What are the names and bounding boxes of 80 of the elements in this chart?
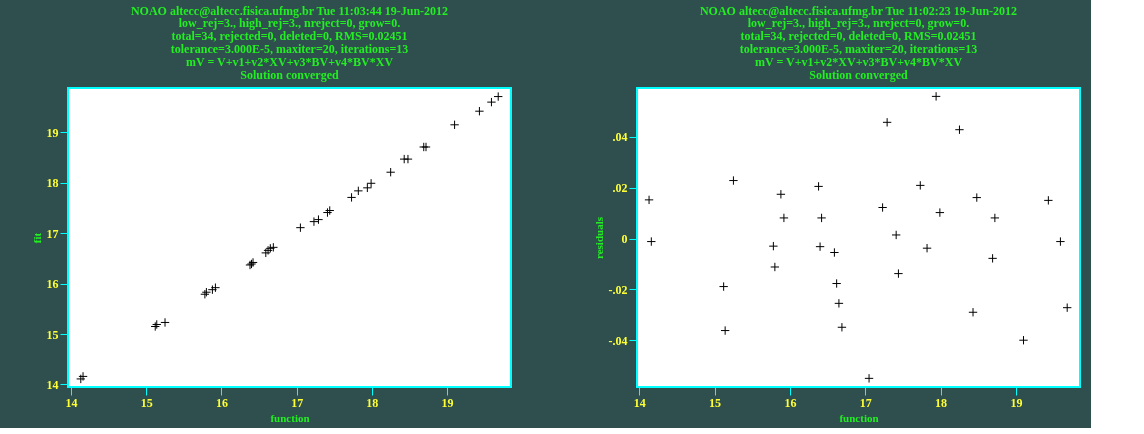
point xyxy=(816,213,827,223)
chart-title: NOAO altecc@altecc.fisica.ufmg.br Tue 11:03:44 19-Jun-2012 xyxy=(130,4,449,18)
point xyxy=(449,120,460,130)
x-tick-label: 18 xyxy=(935,395,948,410)
point xyxy=(768,241,779,251)
point xyxy=(728,175,739,186)
point xyxy=(954,125,965,135)
point xyxy=(366,178,376,188)
point xyxy=(990,213,1000,223)
point xyxy=(295,222,306,233)
point xyxy=(268,242,279,253)
point xyxy=(987,253,998,264)
point xyxy=(646,236,656,247)
y-tick-label: .04 xyxy=(612,130,628,145)
point xyxy=(403,154,413,164)
y-axis-title: fit xyxy=(30,232,43,244)
x-axis-title: function xyxy=(839,411,879,424)
point xyxy=(831,278,842,289)
y-tick-label: .02 xyxy=(612,181,628,196)
y-tick-label: 14 xyxy=(46,377,59,392)
point xyxy=(1062,302,1072,313)
point xyxy=(922,243,932,253)
point xyxy=(891,230,901,240)
y-tick-label: 19 xyxy=(46,125,59,140)
point xyxy=(813,181,824,192)
point xyxy=(864,373,874,384)
point xyxy=(834,298,844,309)
point xyxy=(1043,195,1054,206)
chart-title: NOAO altecc@altecc.fisica.ufmg.br Tue 11:02:23 19-Jun-2012 xyxy=(699,4,1018,18)
point xyxy=(486,97,497,107)
x-tick-label: 14 xyxy=(633,395,646,410)
point xyxy=(776,189,786,199)
point xyxy=(893,268,904,279)
point xyxy=(353,186,363,196)
point xyxy=(837,322,847,332)
point xyxy=(309,216,319,227)
y-tick-label: 18 xyxy=(46,176,59,191)
point xyxy=(968,307,978,317)
x-tick-label: 17 xyxy=(859,395,872,410)
y-tick-label: 0 xyxy=(621,232,628,247)
y-tick-label: -.04 xyxy=(608,333,628,348)
point xyxy=(935,207,945,218)
point xyxy=(972,192,982,203)
point xyxy=(385,167,396,177)
point xyxy=(931,91,941,102)
point xyxy=(829,247,840,258)
y-axis-title: residuals xyxy=(592,216,605,259)
x-axis-title: function xyxy=(270,411,310,424)
point xyxy=(882,117,892,128)
point xyxy=(493,91,503,102)
x-tick-label: 17 xyxy=(291,395,304,410)
x-tick-label: 18 xyxy=(366,395,379,410)
point xyxy=(779,213,789,223)
x-tick-label: 19 xyxy=(441,395,454,410)
y-tick-label: 16 xyxy=(46,277,59,292)
point xyxy=(160,317,170,328)
point xyxy=(915,180,925,191)
chart-subtitle: low_rej=3., high_rej=3., nreject=0, grow=0. total=34, rejected=0, deleted=0, RMS=0.02451 tolerance=3.000E-5, maxiter=20, iterations=13 mV = V+v1+v2*XV+v3*BV+v4*BV*XV Solution converged xyxy=(170,16,409,82)
point xyxy=(1018,335,1029,345)
x-tick-label: 14 xyxy=(65,395,78,410)
point xyxy=(313,214,324,225)
point xyxy=(1055,236,1066,247)
point xyxy=(815,241,825,252)
point xyxy=(474,106,485,116)
point xyxy=(644,195,654,205)
point xyxy=(770,262,780,272)
x-tick-label: 15 xyxy=(140,395,153,410)
point xyxy=(346,192,357,203)
x-tick-label: 16 xyxy=(784,395,797,410)
x-tick-label: 16 xyxy=(215,395,228,410)
point xyxy=(362,183,373,193)
y-tick-label: 15 xyxy=(46,327,59,342)
x-tick-label: 15 xyxy=(709,395,722,410)
x-tick-label: 19 xyxy=(1010,395,1023,410)
y-tick-label: 17 xyxy=(46,226,59,241)
point xyxy=(877,202,888,213)
y-tick-label: -.02 xyxy=(608,282,628,297)
point xyxy=(720,325,730,336)
chart-subtitle: low_rej=3., high_rej=3., nreject=0, grow=0. total=34, rejected=0, deleted=0, RMS=0.02451 tolerance=3.000E-5, maxiter=20, iterations=13 mV = V+v1+v2*XV+v3*BV+v4*BV*XV Solution converged xyxy=(739,16,978,82)
point xyxy=(718,281,729,292)
